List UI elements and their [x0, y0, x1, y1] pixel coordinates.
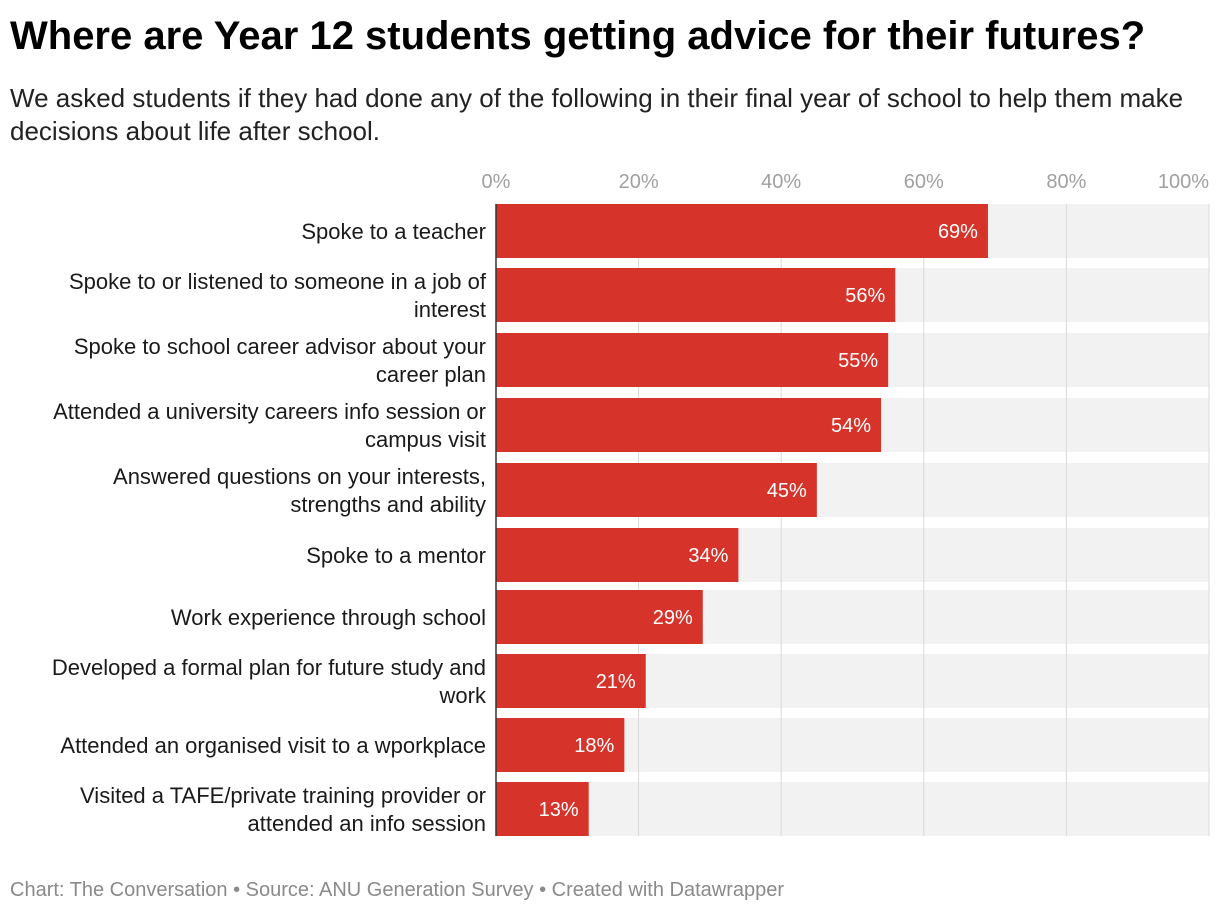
bar-value-label: 54% [831, 415, 871, 437]
bar-value-label: 13% [539, 799, 579, 821]
x-tick-label: 80% [1046, 171, 1086, 193]
bar-chart: 0% 20% 40% 60% 80% 100% 69% Spoke to a teacher 5… [52, 171, 1210, 836]
category-label: Spoke to a mentor [306, 543, 486, 568]
bar [496, 333, 889, 387]
bar-value-label: 18% [574, 735, 614, 757]
bar-value-label: 45% [767, 480, 807, 502]
category-label: attended an info session [247, 811, 486, 836]
bar-value-label: 29% [653, 607, 693, 629]
bar-value-label: 56% [845, 285, 885, 307]
bar-value-label: 55% [838, 350, 878, 372]
category-label: Work experience through school [171, 605, 486, 630]
category-label: Spoke to a teacher [301, 219, 486, 244]
bar [496, 718, 625, 772]
category-label: Attended a university careers info sessi… [53, 399, 486, 424]
category-label: Visited a TAFE/private training provider… [80, 783, 486, 808]
category-label: Attended an organised visit to a wporkpl… [60, 733, 486, 758]
bar-value-label: 21% [596, 671, 636, 693]
bar [496, 590, 703, 644]
bar [496, 528, 739, 582]
category-label: work [439, 683, 487, 708]
category-label: Spoke to or listened to someone in a job… [69, 269, 487, 294]
bar-track [496, 782, 1209, 836]
bar-value-label: 34% [688, 545, 728, 567]
category-label: career plan [376, 362, 486, 387]
bar [496, 463, 817, 517]
bar [496, 398, 882, 452]
category-label: Answered questions on your interests, [113, 464, 486, 489]
x-tick-label: 40% [761, 171, 801, 193]
x-tick-label: 100% [1158, 171, 1209, 193]
bar [496, 782, 589, 836]
chart-title: Where are Year 12 students getting advic… [10, 14, 1146, 58]
category-label: campus visit [365, 427, 486, 452]
x-tick-label: 20% [619, 171, 659, 193]
category-label: strengths and ability [290, 492, 486, 517]
bar [496, 268, 896, 322]
chart-subtitle: We asked students if they had done any o… [10, 83, 1184, 146]
category-label: Spoke to school career advisor about you… [74, 334, 486, 359]
bar-value-label: 69% [938, 221, 978, 243]
category-label: Developed a formal plan for future study… [52, 655, 486, 680]
bar [496, 654, 646, 708]
bar [496, 204, 988, 258]
category-label: interest [414, 297, 486, 322]
x-tick-label: 0% [482, 171, 511, 193]
chart-area: 0% 20% 40% 60% 80% 100% 69% Spoke to a teacher 5… [0, 160, 1220, 865]
x-tick-label: 60% [904, 171, 944, 193]
chart-footer: Chart: The Conversation • Source: ANU Ge… [10, 879, 785, 901]
